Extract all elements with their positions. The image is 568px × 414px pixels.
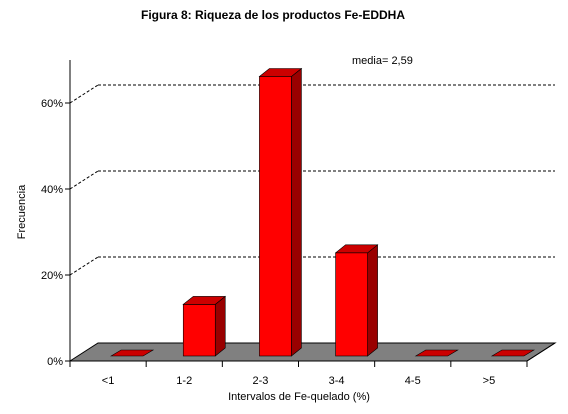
bar-flat — [490, 349, 535, 357]
y-axis-label: Frecuencia — [16, 184, 28, 239]
x-tick-label: 2-3 — [252, 375, 268, 387]
bar — [182, 295, 227, 357]
y-tick-label: 0% — [47, 356, 63, 368]
bar-front — [259, 76, 292, 357]
chart-title: Figura 8: Riqueza de los productos Fe-ED… — [141, 8, 405, 22]
x-tick-label: >5 — [483, 375, 496, 387]
x-tick-labels: <1 1-2 2-3 3-4 4-5 >5 — [102, 375, 495, 387]
mean-annotation: media= 2,59 — [352, 55, 413, 67]
bar-front — [335, 252, 368, 357]
x-tick-label: <1 — [102, 375, 115, 387]
bar — [490, 349, 535, 357]
bar-flat — [414, 349, 459, 357]
gridline-diagonal — [69, 256, 99, 276]
x-tick-label: 3-4 — [329, 375, 345, 387]
bar-top — [182, 296, 227, 305]
bar-side — [291, 67, 302, 357]
bar — [258, 67, 303, 357]
bar — [110, 349, 155, 357]
bar-top — [334, 244, 379, 254]
bar — [334, 244, 379, 357]
bars — [110, 67, 535, 357]
axes — [65, 60, 556, 367]
bar-flat — [110, 349, 155, 357]
x-tick-label: 4-5 — [405, 375, 421, 387]
y-tick-label: 20% — [41, 270, 63, 282]
y-tick-label: 60% — [41, 98, 63, 110]
y-tick-labels: 0% 20% 40% 60% — [41, 98, 63, 368]
x-axis-label: Intervalos de Fe-quelado (%) — [228, 391, 370, 403]
gridlines — [69, 84, 555, 276]
gridline-diagonal — [69, 170, 99, 190]
x-tick-label: 1-2 — [176, 375, 192, 387]
floor-edge-line — [526, 342, 556, 362]
bar-front — [182, 304, 216, 357]
bar-top — [258, 68, 303, 77]
bar-side — [214, 295, 226, 357]
bar — [414, 349, 459, 357]
bar-side — [367, 244, 378, 357]
gridline-diagonal — [69, 84, 99, 104]
y-tick-label: 40% — [41, 184, 63, 196]
